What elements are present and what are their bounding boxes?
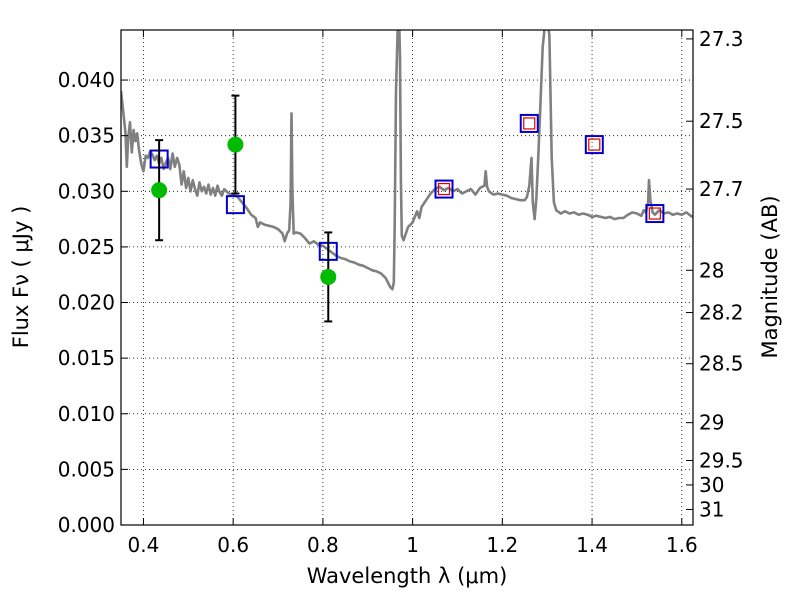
axes: 0.4 0.6 0.8 1 1.2 1.4 1.6 0.000 0.005 0.010 0.015 0…: [58, 27, 744, 557]
x-tick-label: 1.6: [666, 533, 698, 557]
x-tick-label: 1: [406, 533, 419, 557]
model-photometry-square: [225, 195, 245, 215]
y2-tick-label: 30: [699, 473, 724, 497]
plot-frame: [120, 29, 694, 526]
observed-optical-point: [320, 268, 337, 285]
marker-layer: [149, 94, 665, 323]
model-photometry-square: [584, 135, 604, 155]
observed-nir-square: [648, 207, 661, 220]
observed-nir-square: [437, 182, 451, 196]
y2-tick-label: 28: [699, 258, 724, 282]
x-tick-label: 0.4: [128, 533, 160, 557]
y2-tick-label: 31: [699, 497, 724, 521]
y2-axis-label: Magnitude (AB): [758, 195, 782, 358]
x-tick-label: 0.8: [307, 533, 339, 557]
y2-tick-label: 27.7: [699, 177, 744, 201]
y-tick-label: 0.005: [58, 457, 115, 481]
y-axis-label: Flux Fν ( μJy ): [9, 206, 33, 349]
spectrum-line: [121, 30, 693, 291]
y-tick-label: 0.010: [58, 402, 115, 426]
observed-nir-square: [588, 138, 601, 151]
plot-background: [121, 30, 693, 525]
x-tick-label: 1.4: [576, 533, 608, 557]
observed-optical-point: [227, 136, 244, 153]
model-photometry-square: [434, 179, 454, 199]
y2-tick-label: 27.3: [699, 27, 744, 51]
y2-tick-label: 28.5: [699, 352, 744, 376]
observed-nir-square: [523, 117, 536, 130]
y-tick-label: 0.035: [58, 124, 115, 148]
y-tick-label: 0.020: [58, 291, 115, 315]
y-tick-label: 0.025: [58, 235, 115, 259]
model-photometry-square: [645, 204, 665, 224]
data-layer: [121, 30, 693, 291]
observed-optical-point: [151, 182, 168, 199]
y2-tick-label: 27.5: [699, 109, 744, 133]
y-tick-label: 0.000: [58, 513, 115, 537]
x-tick-label: 0.6: [217, 533, 249, 557]
y-tick-label: 0.040: [58, 68, 115, 92]
y-tick-label: 0.015: [58, 346, 115, 370]
x-axis-label: Wavelength λ (μm): [307, 564, 508, 588]
model-photometry-square: [519, 113, 539, 133]
y2-tick-label: 29.5: [699, 448, 744, 472]
y2-tick-label: 29: [699, 411, 724, 435]
x-tick-label: 1.2: [486, 533, 518, 557]
y2-tick-label: 28.2: [699, 301, 744, 325]
y-tick-label: 0.030: [58, 179, 115, 203]
